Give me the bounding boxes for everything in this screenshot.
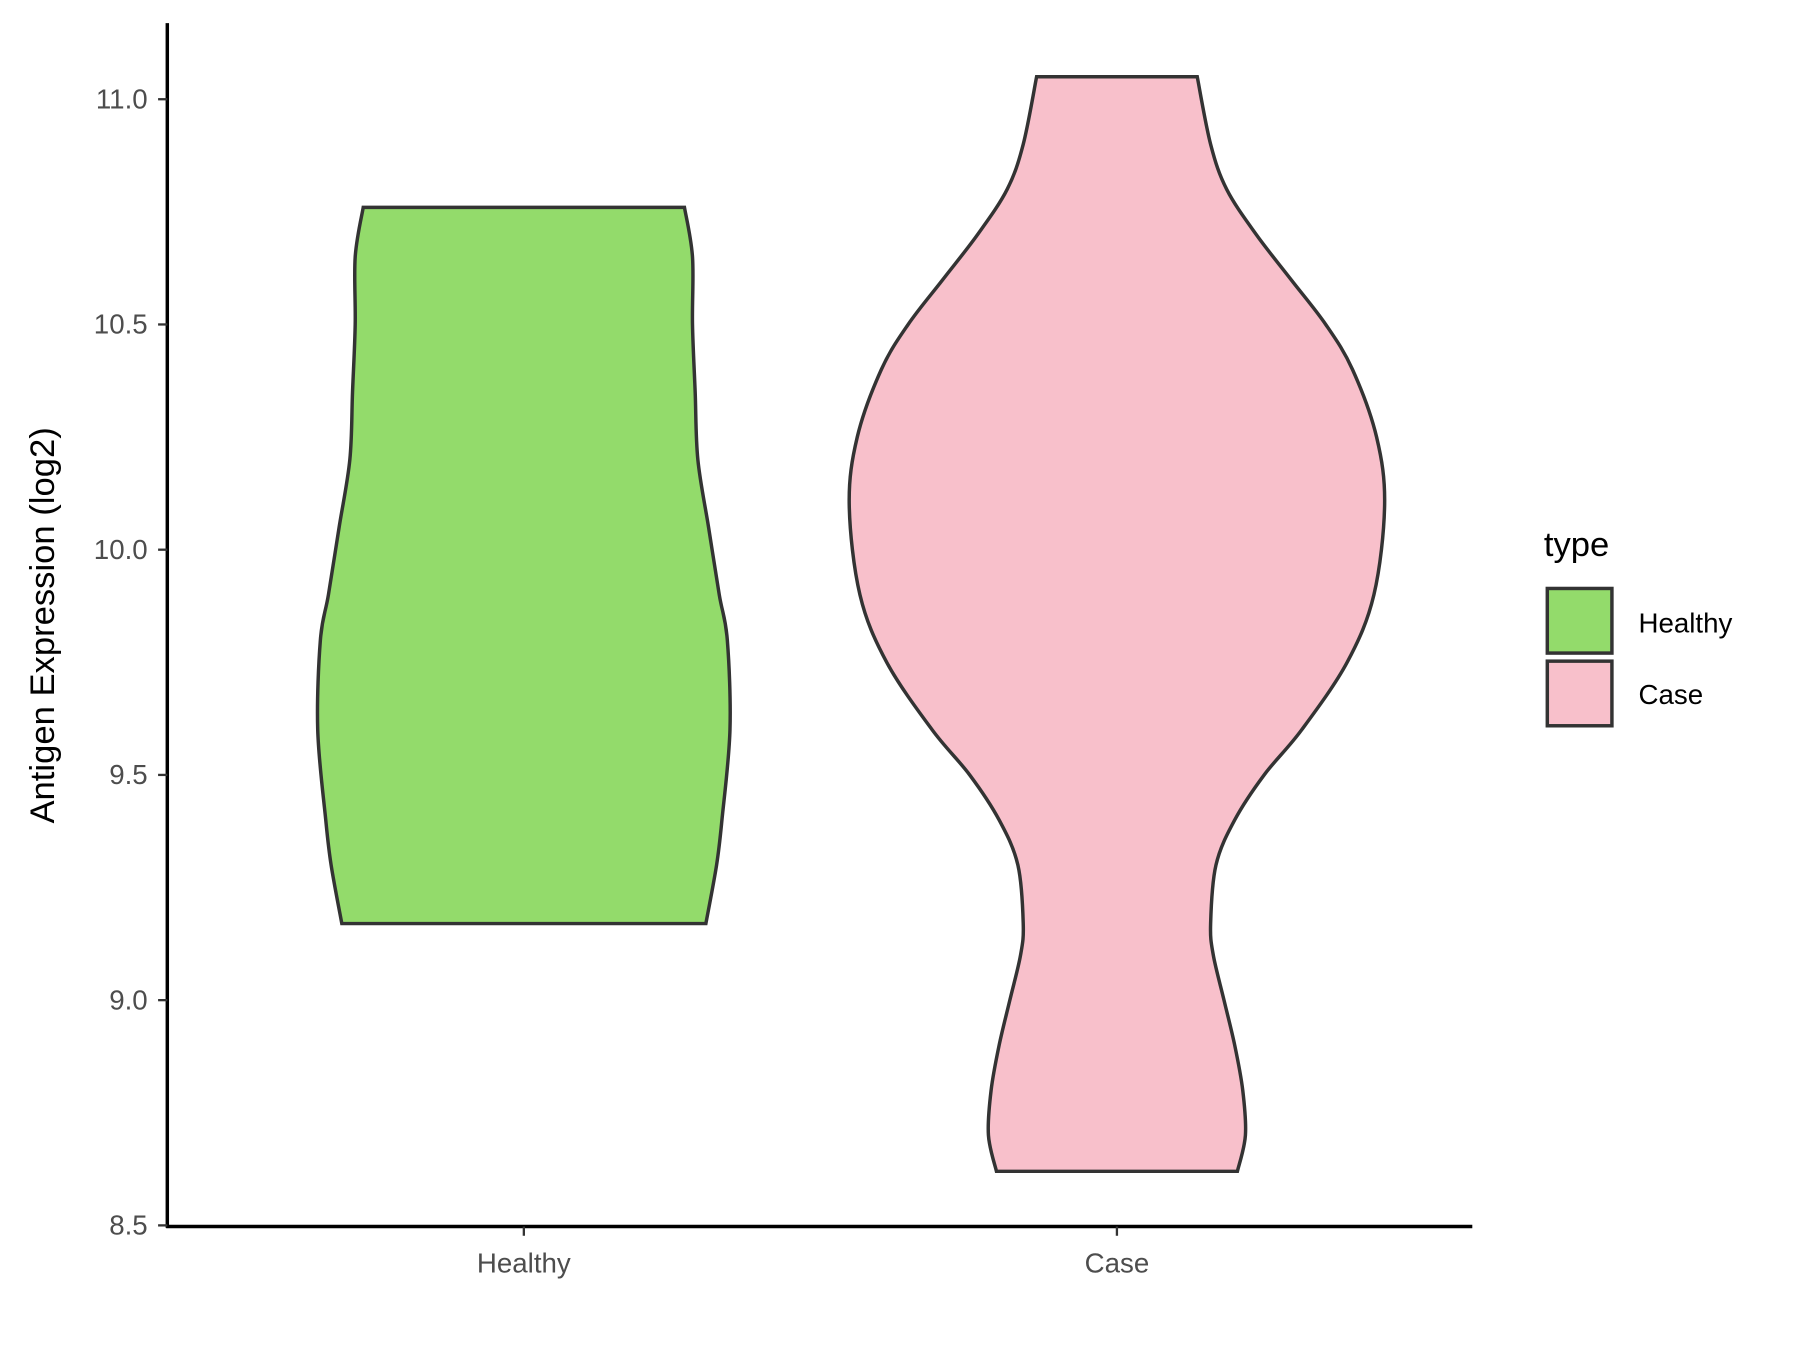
y-tick-label: 9.0 [109,984,148,1015]
y-tick-label: 9.5 [109,759,148,790]
violin-healthy [315,205,732,926]
legend-key-case [1545,659,1614,728]
legend: type Healthy Case [1544,526,1732,728]
violins [315,74,1387,1174]
y-tick-label: 8.5 [109,1210,148,1241]
legend-label-healthy: Healthy [1638,607,1732,638]
x-tick-label: Healthy [477,1248,571,1279]
legend-label-case: Case [1638,679,1703,710]
x-ticks: Healthy Case [477,1226,1150,1279]
violin-case [847,74,1387,1174]
y-tick-label: 10.5 [94,309,148,340]
x-tick-label: Case [1085,1248,1150,1279]
y-tick-label: 11.0 [96,83,148,114]
y-tick-label: 10.0 [94,534,148,565]
y-ticks: 8.5 9.0 9.5 10.0 10.5 11.0 [94,83,168,1241]
y-axis-label: Antigen Expression (log2) [24,427,62,823]
legend-title: type [1544,526,1609,564]
legend-key-healthy [1545,586,1614,655]
